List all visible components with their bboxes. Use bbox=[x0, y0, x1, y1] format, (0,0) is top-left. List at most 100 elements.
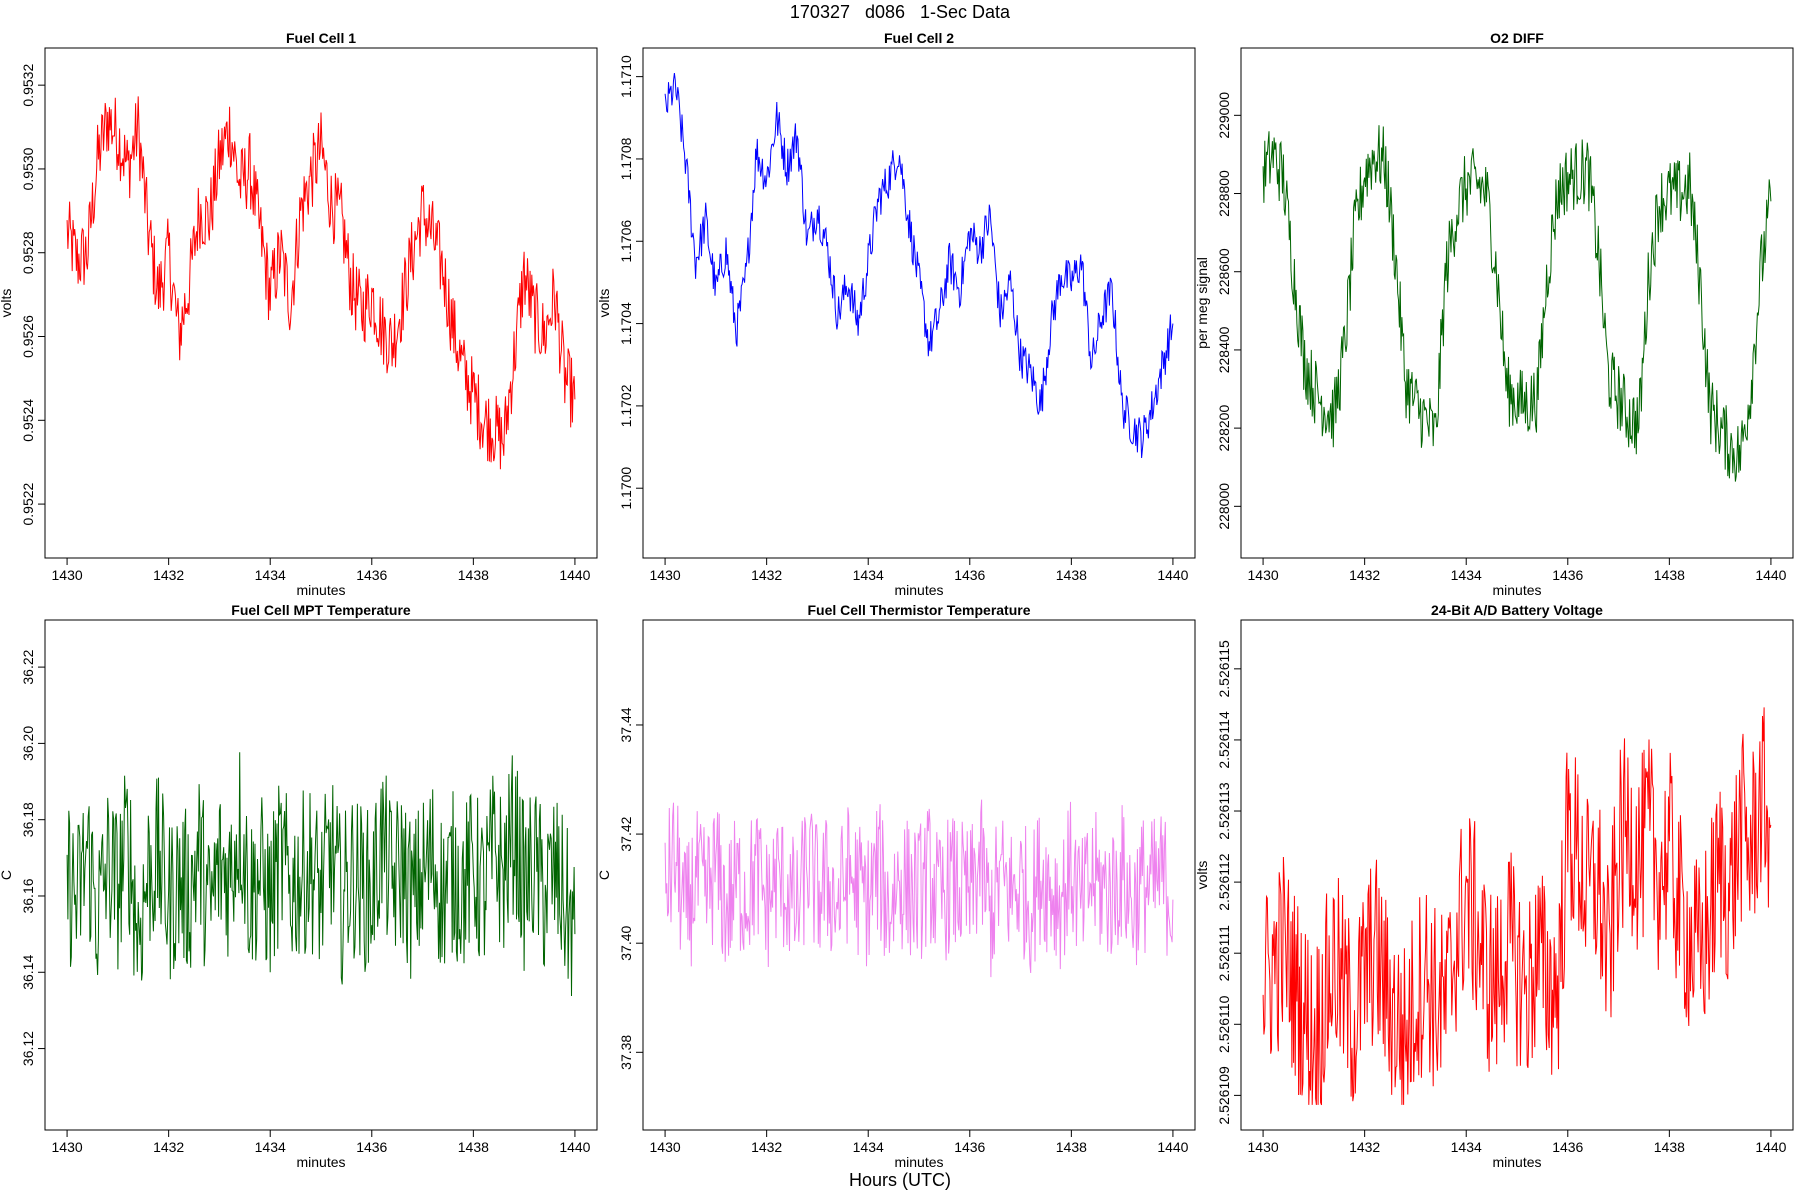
panel-title: Fuel Cell 1 bbox=[286, 30, 356, 46]
y-tick-label: 36.12 bbox=[20, 1031, 36, 1066]
plot-frame bbox=[642, 619, 1196, 1131]
x-tick-label: 1430 bbox=[52, 567, 83, 583]
panel-3: O2 DIFF 1430 1432 1434 1436 1438 1440 minutes 22… bbox=[1194, 30, 1794, 598]
y-tick-label: 1.1710 bbox=[618, 55, 634, 98]
x-tick-label: 1434 bbox=[853, 1139, 884, 1155]
y-tick-label: 0.9528 bbox=[20, 231, 36, 274]
panel-6: 24-Bit A/D Battery Voltage 1430 1432 1434 14… bbox=[1194, 602, 1794, 1170]
series-line bbox=[66, 96, 576, 470]
x-tick-label: 1438 bbox=[1056, 1139, 1087, 1155]
y-tick-label: 0.9530 bbox=[20, 147, 36, 190]
y-tick-label: 2.526114 bbox=[1216, 711, 1232, 769]
y-tick-label: 1.1706 bbox=[618, 220, 634, 263]
x-axis-label: minutes bbox=[894, 1154, 943, 1170]
x-tick-label: 1438 bbox=[1056, 567, 1087, 583]
panel-title: Fuel Cell Thermistor Temperature bbox=[807, 602, 1030, 618]
x-tick-label: 1434 bbox=[853, 567, 884, 583]
y-tick-label: 228200 bbox=[1216, 405, 1232, 452]
y-tick-label: 1.1702 bbox=[618, 384, 634, 427]
y-tick-label: 36.14 bbox=[20, 955, 36, 990]
plot-frame bbox=[642, 47, 1196, 559]
y-axis-label: volts bbox=[1194, 861, 1210, 890]
series-line bbox=[664, 73, 1174, 459]
series-line bbox=[664, 799, 1174, 978]
x-axis-label: minutes bbox=[894, 582, 943, 598]
x-tick-label: 1432 bbox=[1349, 1139, 1380, 1155]
x-tick-label: 1440 bbox=[1157, 1139, 1188, 1155]
y-axis-label: C bbox=[596, 870, 612, 880]
x-tick-label: 1434 bbox=[255, 567, 286, 583]
y-tick-label: 37.40 bbox=[618, 925, 634, 960]
panel-2: Fuel Cell 2 1430 1432 1434 1436 1438 1440 minut… bbox=[596, 30, 1196, 598]
x-tick-label: 1440 bbox=[1157, 567, 1188, 583]
y-tick-label: 37.44 bbox=[618, 707, 634, 742]
plot-frame bbox=[44, 47, 598, 559]
x-tick-label: 1438 bbox=[1654, 1139, 1685, 1155]
x-tick-label: 1438 bbox=[458, 1139, 489, 1155]
x-tick-label: 1432 bbox=[751, 567, 782, 583]
y-tick-label: 2.526115 bbox=[1216, 640, 1232, 698]
y-tick-label: 36.20 bbox=[20, 726, 36, 761]
y-tick-label: 228000 bbox=[1216, 483, 1232, 530]
x-axis-label: minutes bbox=[1492, 582, 1541, 598]
x-tick-label: 1430 bbox=[52, 1139, 83, 1155]
y-tick-label: 228800 bbox=[1216, 170, 1232, 217]
y-tick-label: 36.22 bbox=[20, 649, 36, 684]
plot-frame bbox=[1240, 47, 1794, 559]
x-tick-label: 1436 bbox=[1552, 567, 1583, 583]
x-tick-label: 1440 bbox=[559, 567, 590, 583]
x-tick-label: 1438 bbox=[458, 567, 489, 583]
y-axis-label: C bbox=[0, 870, 14, 880]
y-tick-label: 36.16 bbox=[20, 878, 36, 913]
y-tick-label: 228600 bbox=[1216, 248, 1232, 295]
series-line bbox=[1262, 707, 1772, 1106]
x-tick-label: 1440 bbox=[1755, 567, 1786, 583]
x-tick-label: 1430 bbox=[1248, 567, 1279, 583]
y-tick-label: 0.9526 bbox=[20, 315, 36, 358]
y-tick-label: 0.9524 bbox=[20, 399, 36, 442]
y-tick-label: 229000 bbox=[1216, 92, 1232, 139]
figure-x-axis-label: Hours (UTC) bbox=[849, 1170, 951, 1190]
x-tick-label: 1432 bbox=[153, 567, 184, 583]
panel-title: Fuel Cell MPT Temperature bbox=[231, 602, 411, 618]
y-tick-label: 0.9532 bbox=[20, 64, 36, 107]
x-tick-label: 1436 bbox=[954, 567, 985, 583]
y-tick-label: 2.526111 bbox=[1216, 925, 1232, 982]
panel-title: O2 DIFF bbox=[1490, 30, 1544, 46]
y-tick-label: 1.1704 bbox=[618, 302, 634, 345]
y-axis-label: volts bbox=[596, 289, 612, 318]
plot-frame bbox=[44, 619, 598, 1131]
x-axis-label: minutes bbox=[296, 582, 345, 598]
y-tick-label: 2.526112 bbox=[1216, 853, 1232, 911]
x-tick-label: 1440 bbox=[1755, 1139, 1786, 1155]
x-tick-label: 1432 bbox=[153, 1139, 184, 1155]
y-tick-label: 2.526110 bbox=[1216, 995, 1232, 1053]
x-tick-label: 1430 bbox=[650, 567, 681, 583]
y-tick-label: 37.38 bbox=[618, 1035, 634, 1070]
panel-title: Fuel Cell 2 bbox=[884, 30, 954, 46]
x-axis-label: minutes bbox=[296, 1154, 345, 1170]
x-tick-label: 1434 bbox=[1451, 1139, 1482, 1155]
x-tick-label: 1432 bbox=[751, 1139, 782, 1155]
x-tick-label: 1430 bbox=[650, 1139, 681, 1155]
y-tick-label: 1.1708 bbox=[618, 137, 634, 180]
y-axis-label: per meg signal bbox=[1194, 257, 1210, 349]
y-tick-label: 2.526113 bbox=[1216, 782, 1232, 840]
x-tick-label: 1436 bbox=[954, 1139, 985, 1155]
x-tick-label: 1434 bbox=[255, 1139, 286, 1155]
x-tick-label: 1440 bbox=[559, 1139, 590, 1155]
x-tick-label: 1434 bbox=[1451, 567, 1482, 583]
x-tick-label: 1436 bbox=[356, 1139, 387, 1155]
panel-4: Fuel Cell MPT Temperature 1430 1432 1434 143… bbox=[0, 602, 598, 1170]
y-tick-label: 0.9522 bbox=[20, 482, 36, 525]
panel-5: Fuel Cell Thermistor Temperature 1430 1432… bbox=[596, 602, 1196, 1170]
plot-frame bbox=[1240, 619, 1794, 1131]
panel-1: Fuel Cell 1 1430 1432 1434 1436 1438 1440 minut… bbox=[0, 30, 598, 598]
x-tick-label: 1436 bbox=[1552, 1139, 1583, 1155]
y-axis-label: volts bbox=[0, 289, 14, 318]
panel-title: 24-Bit A/D Battery Voltage bbox=[1431, 602, 1603, 618]
x-axis-label: minutes bbox=[1492, 1154, 1541, 1170]
y-tick-label: 1.1700 bbox=[618, 467, 634, 510]
y-tick-label: 228400 bbox=[1216, 326, 1232, 373]
